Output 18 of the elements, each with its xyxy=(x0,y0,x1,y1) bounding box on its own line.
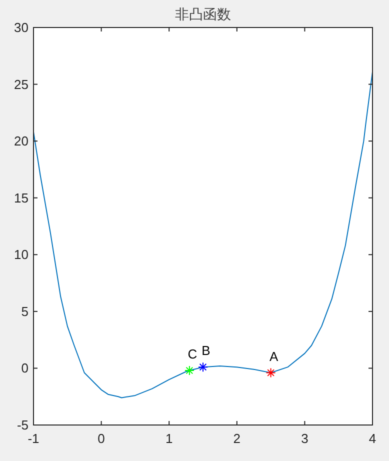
y-tick-label: 20 xyxy=(14,134,28,149)
annotation: B xyxy=(202,343,210,358)
y-tick-label: 0 xyxy=(21,360,28,376)
y-tick-label: 30 xyxy=(14,20,28,35)
chart-title: 非凸函数 xyxy=(175,6,231,22)
x-tick-label: 3 xyxy=(301,431,308,446)
y-tick-label: -5 xyxy=(16,418,28,432)
x-tick-label: 0 xyxy=(98,431,105,446)
annotation: C xyxy=(188,346,198,362)
y-tick-label: 5 xyxy=(21,304,28,319)
x-tick-label: 2 xyxy=(233,431,241,446)
annotation: A xyxy=(269,348,278,364)
x-tick-label: 4 xyxy=(368,431,376,446)
x-tick-label: -1 xyxy=(28,431,40,446)
y-tick-label: 25 xyxy=(14,76,28,92)
x-tick-label: 1 xyxy=(165,431,173,446)
y-tick-label: 10 xyxy=(14,247,28,262)
y-tick-label: 15 xyxy=(14,190,28,206)
